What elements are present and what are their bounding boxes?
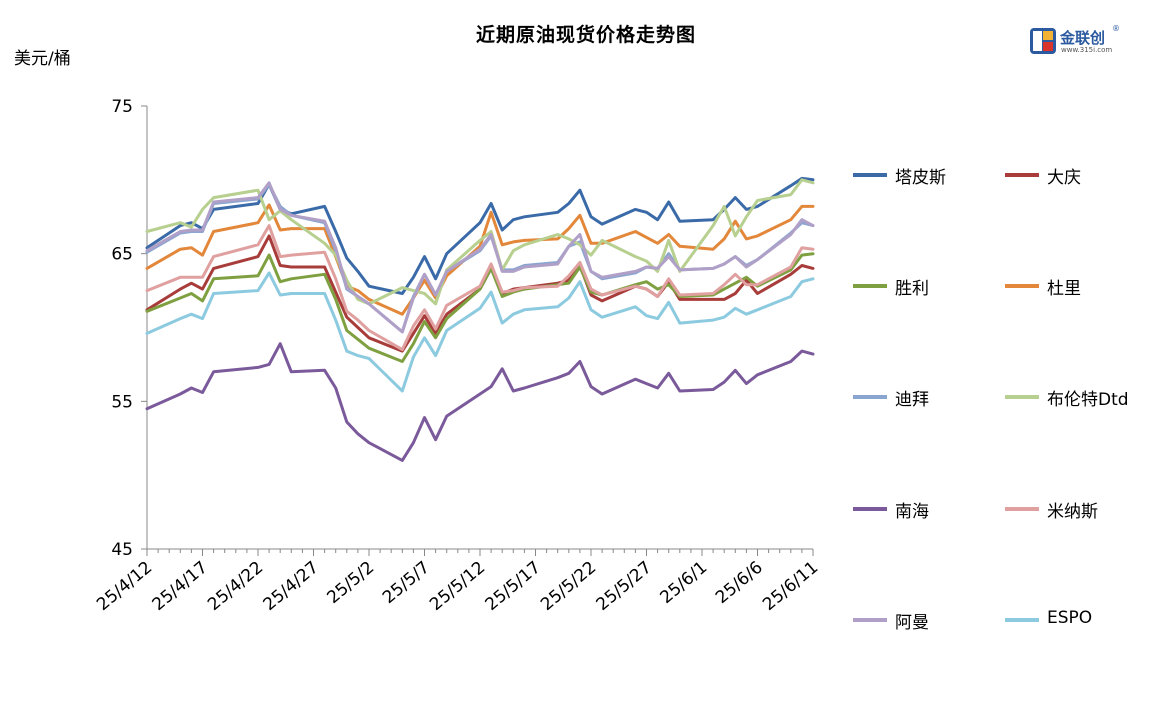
legend-label: 布伦特Dtd xyxy=(1047,390,1129,410)
legend-swatch xyxy=(853,618,887,622)
logo-site-text: www.315i.com xyxy=(1061,46,1113,54)
legend-label: 米纳斯 xyxy=(1047,502,1098,522)
legend-swatch xyxy=(853,395,887,399)
logo-brand-text: 金联创 xyxy=(1060,29,1106,47)
x-tick-label: 25/4/22 xyxy=(204,558,267,615)
legend-swatch xyxy=(1005,395,1039,399)
logo-mark-icon xyxy=(1030,28,1056,54)
chart-series-lines xyxy=(145,176,815,462)
series-line-7 xyxy=(145,224,815,352)
chart-axes xyxy=(141,105,814,556)
x-tick-label: 25/4/17 xyxy=(149,558,212,615)
legend-label: 迪拜 xyxy=(895,390,929,410)
y-tick-label: 45 xyxy=(111,540,133,560)
series-line-3 xyxy=(145,203,815,316)
legend-swatch xyxy=(1005,618,1039,622)
y-axis-unit-label: 美元/桶 xyxy=(14,49,71,69)
x-tick-label: 25/4/12 xyxy=(93,558,156,615)
legend-label: 大庆 xyxy=(1047,168,1081,188)
legend-swatch xyxy=(1005,507,1039,511)
x-tick-label: 25/5/27 xyxy=(593,558,656,615)
legend-label: 杜里 xyxy=(1047,279,1081,299)
legend-swatch xyxy=(853,173,887,177)
chart-title: 近期原油现货价格走势图 xyxy=(475,24,696,46)
series-line-8 xyxy=(145,181,815,334)
legend-label: ESPO xyxy=(1047,608,1093,628)
x-tick-label: 25/6/11 xyxy=(759,558,822,615)
legend-swatch xyxy=(1005,284,1039,288)
legend-label: 南海 xyxy=(895,502,929,522)
x-tick-label: 25/6/1 xyxy=(656,558,711,608)
brand-logo: 金联创 ® www.315i.com xyxy=(1030,24,1120,58)
series-line-2 xyxy=(145,252,815,363)
x-tick-label: 25/4/27 xyxy=(260,558,323,615)
x-tick-label: 25/5/2 xyxy=(323,558,378,608)
x-tick-label: 25/5/22 xyxy=(537,558,600,615)
legend-label: 阿曼 xyxy=(895,613,929,633)
x-tick-label: 25/6/6 xyxy=(712,558,767,608)
legend-swatch xyxy=(853,507,887,511)
x-tick-label: 25/5/17 xyxy=(482,558,545,615)
series-line-6 xyxy=(145,342,815,462)
legend-label: 胜利 xyxy=(895,279,929,299)
legend-swatch xyxy=(1005,173,1039,177)
series-line-9 xyxy=(145,271,815,393)
x-tick-label: 25/5/7 xyxy=(379,558,434,608)
y-axis-tick-labels: 75 65 55 45 xyxy=(111,97,133,560)
logo-registered-mark: ® xyxy=(1112,24,1120,33)
y-tick-label: 65 xyxy=(111,245,133,265)
legend-label: 塔皮斯 xyxy=(895,168,946,188)
legend-swatch xyxy=(853,284,887,288)
y-tick-label: 55 xyxy=(111,392,133,412)
x-tick-label: 25/5/12 xyxy=(426,558,489,615)
y-tick-label: 75 xyxy=(111,97,133,117)
